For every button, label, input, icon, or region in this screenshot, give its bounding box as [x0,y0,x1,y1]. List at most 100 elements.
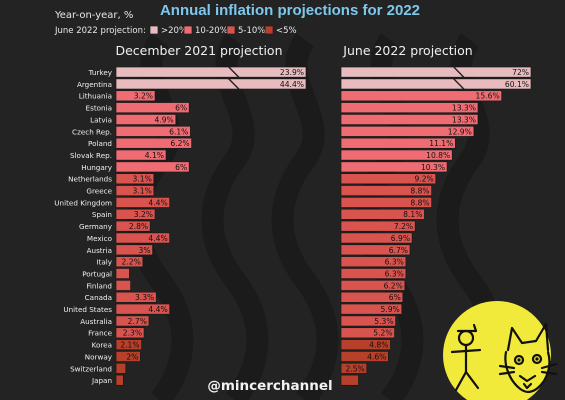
country-label: Netherlands [68,175,112,184]
country-label: United Kingdom [54,198,112,207]
value-label-december: 6.2% [170,139,189,148]
country-label: Czech Rep. [72,127,112,136]
bar-june [340,244,411,256]
country-label: Norway [85,352,113,361]
country-label: Finland [86,281,112,290]
bar-december [115,197,171,208]
country-label: Australia [80,317,112,326]
country-label: Estonia [86,104,112,113]
value-label-june: 5.3% [374,317,393,326]
panel-title-june: June 2022 projection [342,43,472,58]
bar-june [340,315,396,327]
country-label: Italy [96,258,112,267]
value-label-december: 2.1% [120,341,139,350]
value-label-december: 4.4% [148,305,167,314]
bar-december [115,78,307,90]
bar-december [115,327,145,339]
value-label-june: 6.3% [385,269,404,278]
value-label-december: 3.3% [135,293,154,302]
value-label-december: 6% [175,163,187,172]
chart-subtitle: Year-on-year, % [54,10,133,21]
country-label: Japan [91,376,112,385]
bar-december [115,208,156,220]
value-label-december: 6.1% [169,127,188,136]
value-label-june: 6.3% [385,258,404,267]
bar-june [340,339,391,351]
bar-june [340,185,432,197]
bar-december [115,256,144,268]
bar-june [340,114,479,125]
country-label: Lithuania [79,92,112,101]
value-label-june: 6% [389,293,401,302]
axis-break-mark [452,65,466,79]
value-label-june: 8.1% [403,210,422,219]
value-label-december: 2.2% [122,258,141,267]
bar-december [115,114,177,125]
value-label-december: 4.9% [154,115,173,124]
bar-june [340,303,403,315]
country-label: Slovak Rep. [70,151,112,160]
value-label-june: 11.1% [429,139,453,148]
bar-december [115,161,190,173]
bar-december [115,362,127,374]
bar-june [340,102,479,114]
bar-december [115,125,191,137]
panel-title-december: December 2021 projection [115,43,282,58]
bar-december [115,185,155,197]
value-label-december: 2% [126,352,138,361]
axis-break-mark [227,77,241,91]
value-label-june: 2.5% [345,364,364,373]
axis-break-mark [227,65,241,79]
bar-december [115,291,157,303]
bar-june [340,208,425,220]
country-label: Mexico [87,234,112,243]
legend-label: June 2022 projection: [54,26,146,36]
bar-december [115,90,156,102]
value-label-december: 44.4% [280,80,304,89]
value-label-december: 2.8% [129,222,148,231]
country-labels: Turkey Argentina Lithuania Estonia Latvia Cze… [54,68,112,385]
bar-december [115,220,151,232]
value-label-june: 60.1% [505,80,529,89]
country-label: United States [63,305,112,314]
bar-june [340,173,437,185]
bar-december [115,315,150,327]
value-label-june: 15.6% [476,92,500,101]
value-label-december: 23.9% [280,68,304,77]
legend-swatch-lt5 [264,25,274,35]
axis-break-mark [452,77,466,91]
bar-december [115,303,171,315]
country-label: Spain [92,210,112,219]
bar-december [115,149,167,161]
bar-june [340,268,407,280]
value-label-december: 4.4% [148,234,167,243]
legend-swatch-10-20 [183,25,193,35]
value-label-june: 5.9% [380,305,399,314]
bar-december [115,173,155,185]
value-label-december: 3.2% [134,92,153,101]
value-label-june: 9.2% [414,175,433,184]
value-label-june: 13.3% [452,104,476,113]
bar-june [340,362,368,374]
bar-june [340,291,404,303]
bar-june [340,220,416,232]
country-label: Poland [88,139,112,148]
legend-swatch-gt20 [149,25,159,35]
value-label-june: 10.8% [426,151,450,160]
bar-june [340,125,475,137]
value-label-june: 13.3% [452,115,476,124]
bar-december [115,374,124,386]
bar-june [340,90,503,102]
bar-june [340,66,532,78]
bar-december [115,66,307,78]
value-label-december: 3% [139,246,151,255]
bar-december [115,244,153,256]
value-label-june: 10.3% [421,163,445,172]
bar-december [115,279,131,291]
country-label: Hungary [81,163,112,172]
value-label-june: 12.9% [448,127,472,136]
bar-december [115,339,142,351]
bar-june [340,137,456,149]
legend-item-10-20: 10-20% [195,26,228,36]
